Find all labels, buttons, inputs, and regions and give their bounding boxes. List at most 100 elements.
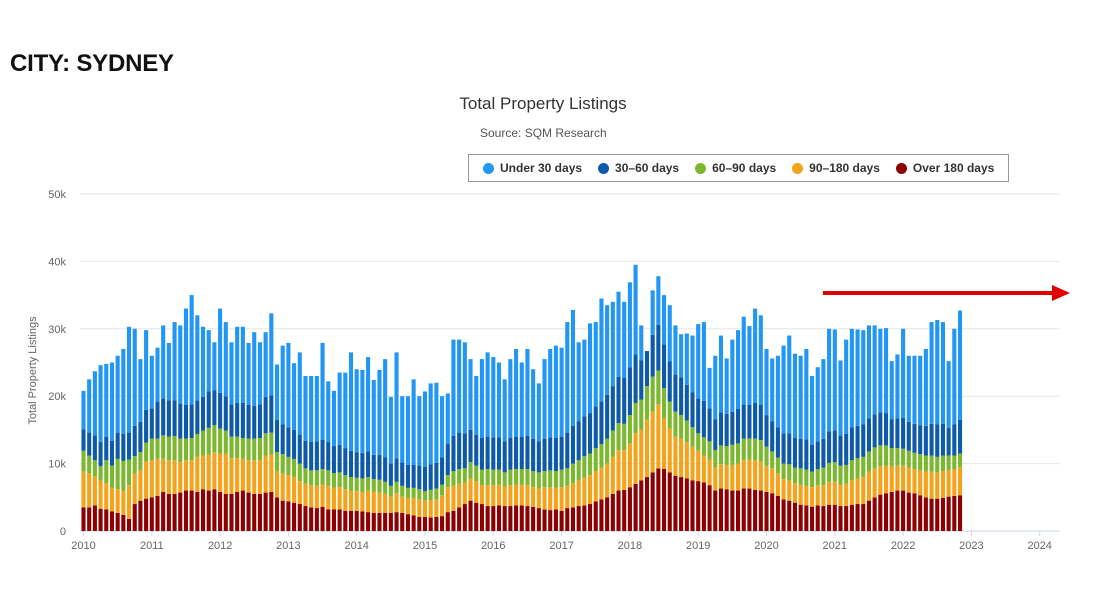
bar-60-90 (861, 456, 866, 478)
bar-60-90 (235, 436, 240, 459)
legend-label: Over 180 days (912, 161, 995, 175)
bar-under-30 (491, 357, 496, 438)
bar-30-60 (559, 436, 564, 470)
bar-30-60 (297, 434, 302, 464)
bar-90-180 (662, 418, 667, 469)
bar-90-180 (536, 488, 541, 509)
bar-60-90 (684, 420, 689, 443)
bar-30-60 (178, 403, 183, 439)
bar-30-60 (582, 416, 587, 457)
bar-90-180 (405, 497, 410, 515)
bar-over-180 (229, 493, 234, 531)
bar-90-180 (183, 460, 188, 491)
bar-under-30 (98, 365, 103, 443)
bar-over-180 (855, 504, 860, 531)
legend-item-90-180[interactable]: 90–180 days (792, 161, 880, 175)
bar-30-60 (741, 404, 746, 439)
bar-90-180 (320, 484, 325, 507)
bar-60-90 (326, 470, 331, 486)
bar-90-180 (559, 487, 564, 511)
bar-30-60 (650, 334, 655, 377)
bar-90-180 (878, 466, 883, 495)
bar-under-30 (223, 322, 228, 397)
bar-60-90 (371, 479, 376, 492)
bar-90-180 (531, 487, 536, 507)
bar-60-90 (496, 469, 502, 485)
bar-90-180 (81, 471, 86, 508)
bar-over-180 (514, 505, 519, 531)
bar-over-180 (713, 490, 718, 531)
bar-over-180 (246, 492, 251, 531)
bar-under-30 (394, 352, 399, 459)
bar-60-90 (946, 455, 951, 471)
bar-60-90 (878, 445, 883, 467)
bar-60-90 (525, 468, 530, 486)
bar-60-90 (855, 458, 860, 479)
bar-over-180 (912, 493, 917, 531)
bar-under-30 (138, 359, 143, 422)
bar-90-180 (684, 442, 689, 479)
bar-over-180 (405, 514, 410, 531)
bar-90-180 (303, 483, 308, 507)
bar-under-30 (434, 382, 439, 463)
bar-under-30 (889, 361, 894, 420)
bar-90-180 (838, 484, 843, 507)
bar-90-180 (149, 460, 154, 498)
bar-30-60 (696, 398, 701, 434)
bar-under-30 (940, 322, 945, 424)
bar-60-90 (696, 433, 701, 451)
bar-30-60 (274, 419, 280, 453)
bar-over-180 (838, 506, 843, 531)
bar-under-30 (257, 342, 262, 405)
bar-over-180 (502, 506, 507, 531)
bar-60-90 (508, 469, 513, 486)
bar-under-30 (838, 360, 843, 436)
bar-under-30 (445, 393, 450, 445)
bar-under-30 (895, 354, 900, 419)
bar-over-180 (252, 493, 257, 531)
bar-30-60 (781, 433, 786, 464)
bar-30-60 (138, 421, 143, 453)
bar-90-180 (155, 458, 160, 496)
bar-30-60 (827, 431, 832, 463)
bar-30-60 (844, 433, 849, 465)
bar-under-30 (183, 308, 188, 405)
bar-under-30 (775, 355, 780, 428)
bar-60-90 (798, 468, 803, 485)
bar-90-180 (422, 500, 428, 517)
bar-90-180 (138, 470, 143, 501)
bar-30-60 (929, 423, 934, 456)
bar-over-180 (166, 493, 171, 531)
bar-over-180 (388, 512, 393, 531)
bar-60-90 (588, 453, 593, 476)
legend-item-30-60[interactable]: 30–60 days (598, 161, 679, 175)
bar-60-90 (838, 465, 843, 485)
legend-dot-icon (895, 162, 907, 174)
bar-60-90 (718, 445, 724, 465)
bar-under-30 (798, 355, 803, 439)
bar-60-90 (274, 452, 280, 472)
bar-under-30 (588, 323, 593, 414)
bar-30-60 (747, 404, 752, 439)
bar-under-30 (280, 345, 285, 425)
bar-60-90 (901, 448, 906, 466)
bar-over-180 (872, 497, 877, 531)
legend-item-under-30[interactable]: Under 30 days (483, 161, 582, 175)
bar-under-30 (229, 342, 234, 405)
bar-over-180 (257, 493, 262, 531)
bar-over-180 (354, 510, 359, 531)
bar-90-180 (639, 429, 644, 481)
bar-90-180 (514, 484, 519, 506)
legend-item-60-90[interactable]: 60–90 days (695, 161, 776, 175)
bar-over-180 (804, 505, 809, 531)
bar-30-60 (889, 419, 894, 449)
bar-over-180 (701, 482, 706, 531)
bar-60-90 (775, 457, 780, 474)
bar-60-90 (161, 435, 166, 459)
bar-under-30 (832, 329, 837, 431)
city-heading: CITY: SYDNEY (10, 50, 174, 77)
bar-90-180 (525, 485, 530, 507)
bar-90-180 (844, 483, 849, 507)
bar-90-180 (940, 471, 945, 498)
legend-item-over-180[interactable]: Over 180 days (895, 161, 995, 175)
